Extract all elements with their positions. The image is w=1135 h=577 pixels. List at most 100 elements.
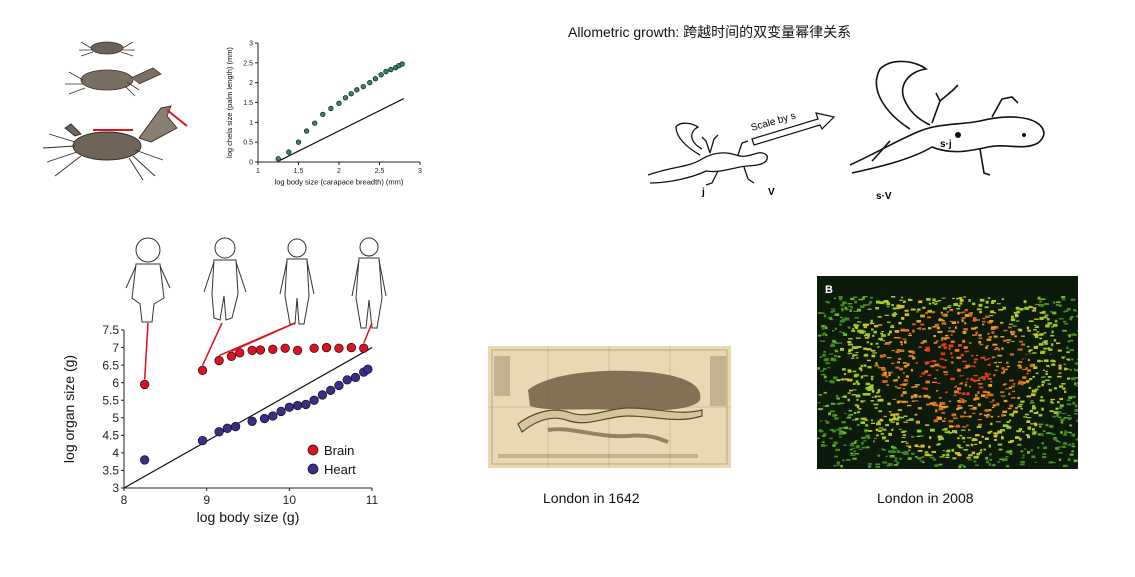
density-cell [899,368,904,371]
density-cell [974,394,978,397]
y-tick-label: 3 [112,481,119,495]
density-cell [956,424,960,428]
density-cell [1039,337,1043,340]
density-cell [1056,401,1060,404]
density-cell [1014,314,1019,318]
x-tick-label: 10 [283,493,297,507]
density-cell [1030,423,1035,425]
density-cell [1005,388,1009,390]
series-0-data-point [354,87,360,93]
density-cell [896,400,900,404]
density-cell [941,412,946,414]
density-cell [992,404,997,407]
density-cell [857,445,860,448]
density-cell [832,413,837,417]
density-cell [1044,340,1048,342]
density-cell [1075,404,1078,408]
density-cell [836,428,842,431]
density-cell [955,431,958,434]
density-cell [855,394,861,398]
density-cell [869,296,873,299]
y-tick-label: 4.5 [102,429,119,443]
density-cell [948,327,951,329]
density-cell [927,374,932,377]
density-cell [840,430,844,433]
density-cell [1048,389,1052,392]
density-cell [899,299,903,301]
density-cell [870,319,873,323]
y-tick-label: 4 [112,446,119,460]
density-cell [934,323,939,327]
isometry-reference-line [123,347,373,489]
density-cell [952,297,955,300]
density-cell [839,342,843,344]
density-cell [860,369,863,372]
density-cell [1022,454,1025,457]
density-cell [930,311,936,314]
density-cell [863,375,868,377]
density-cell [961,319,964,322]
density-cell [877,391,880,394]
density-cell [871,328,874,331]
density-cell [985,397,989,399]
x-axis-label: log body size (g) [197,509,300,525]
density-cell [937,330,943,334]
density-cell [950,377,955,381]
density-cell [942,428,946,431]
density-cell [853,412,857,414]
density-cell [976,308,982,311]
density-cell [1026,345,1030,348]
density-cell [855,417,859,421]
density-cell [925,312,928,314]
density-cell [873,330,877,334]
density-cell [956,356,962,359]
density-cell [979,413,983,416]
density-cell [1040,299,1043,301]
density-cell [975,331,978,335]
density-cell [844,378,850,381]
density-cell [904,309,909,312]
density-cell [950,334,953,336]
density-cell [1038,414,1043,417]
density-cell [855,337,861,339]
density-cell [1058,446,1062,448]
density-cell [1025,367,1028,370]
density-cell [1068,334,1071,337]
density-cell [1011,315,1014,319]
density-cell [823,375,827,379]
figure-connector-line [218,322,296,357]
density-cell [1020,450,1024,453]
density-cell [1026,372,1029,375]
density-cell [944,405,949,408]
density-cell [940,344,946,347]
density-cell [928,302,932,305]
density-cell [839,427,843,430]
density-cell [963,296,967,298]
density-cell [915,413,918,416]
density-cell [981,376,986,379]
density-cell [848,427,852,431]
density-cell [888,432,892,436]
density-cell [968,454,973,457]
density-cell [943,371,948,374]
density-cell [987,413,990,416]
density-cell [1012,325,1017,327]
density-cell [882,355,887,357]
density-cell [1071,395,1076,398]
density-cell [1009,450,1013,453]
density-cell [977,419,983,421]
density-cell [902,300,906,303]
density-cell [852,419,857,421]
density-cell [1001,413,1005,417]
density-cell [941,297,946,299]
density-cell [916,320,921,323]
density-cell [1002,306,1006,310]
density-cell [848,350,851,353]
density-cell [1032,405,1036,409]
density-cell [900,343,903,346]
density-cell [1045,370,1048,373]
density-cell [884,380,888,383]
density-cell [969,314,973,317]
density-cell [939,365,942,368]
density-cell [939,358,943,360]
